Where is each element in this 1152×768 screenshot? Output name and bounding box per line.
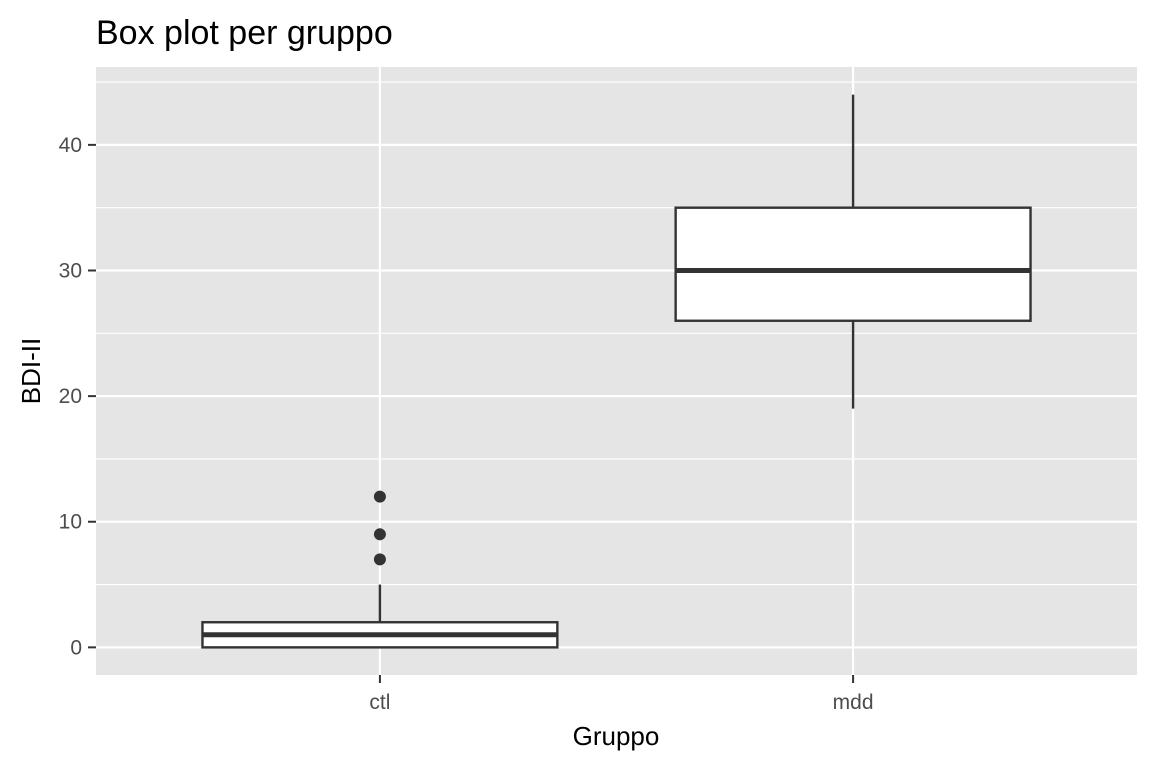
boxes-layer: [201, 94, 1032, 649]
y-tick-label: 40: [59, 134, 82, 157]
x-tick-label: ctl: [369, 691, 390, 714]
y-axis-title: BDI-II: [16, 338, 46, 404]
y-tick-label: 20: [59, 385, 82, 408]
outlier-point: [373, 553, 386, 566]
x-axis-title: Gruppo: [573, 721, 660, 751]
y-tick-label: 10: [59, 511, 82, 534]
x-axis: ctl mdd: [369, 675, 874, 714]
box-mdd: [674, 94, 1032, 409]
outlier-point: [373, 490, 386, 503]
box-iqr: [674, 206, 1032, 322]
y-axis: 0 10 20 30 40: [59, 134, 96, 659]
plot-panel: [96, 67, 1137, 675]
x-tick-label: mdd: [833, 691, 874, 714]
y-tick-label: 0: [70, 636, 82, 659]
chart-title: Box plot per gruppo: [96, 14, 393, 52]
box-ctl: [201, 490, 559, 649]
outlier-point: [373, 528, 386, 541]
y-tick-label: 30: [59, 260, 82, 283]
